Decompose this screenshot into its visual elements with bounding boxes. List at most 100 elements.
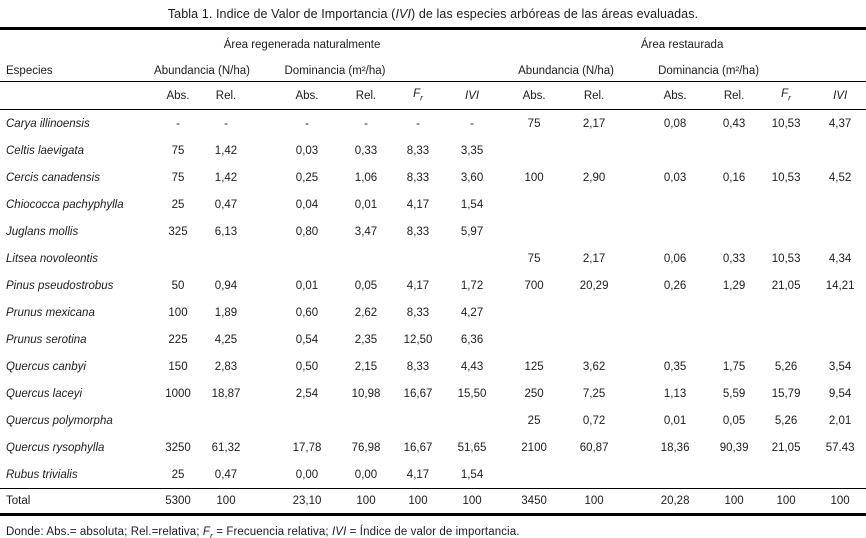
value-cell: - — [305, 117, 309, 130]
value-cell — [390, 407, 446, 434]
value-cell: 325 — [168, 225, 188, 238]
species-name: Carya illinoensis — [6, 117, 90, 130]
value-cell: 2,17 — [582, 252, 606, 265]
table-row: Quercus rysophylla 3250 61,32 17,78 76,98 16,… — [0, 434, 866, 461]
value-cell — [618, 218, 710, 245]
area-header-row: Área regenerada naturalmente Área restau… — [0, 29, 866, 61]
value-cell: 125 — [524, 360, 544, 373]
value-cell: 100 — [342, 488, 390, 516]
value-cell: 61,32 — [211, 441, 241, 454]
table-title-prefix: Tabla 1. Indice de Valor de Importancia … — [167, 7, 396, 21]
table-row: Prunus mexicana 100 1,89 0,60 2,62 8,33 4,27 — [0, 299, 866, 326]
value-cell: 0,33 — [354, 144, 378, 157]
value-cell: 15,79 — [771, 387, 801, 400]
total-row: Total 5300 100 23,10 100 100 100 3450 100 20,28 10… — [0, 488, 866, 516]
value-cell: 23,10 — [250, 488, 342, 516]
value-cell — [570, 461, 618, 489]
value-cell: 0,01 — [663, 414, 687, 427]
value-cell: 2,35 — [354, 333, 378, 346]
value-cell: 75 — [527, 117, 541, 130]
value-cell: 0,04 — [295, 198, 319, 211]
empty-cell — [390, 60, 499, 82]
value-cell — [570, 299, 618, 326]
table-footnote: Donde: Abs.= absoluta; Rel.=relativa; Fr… — [6, 526, 520, 538]
value-cell: 0,03 — [663, 171, 687, 184]
species-column-header: Especies — [0, 60, 154, 82]
value-cell: - — [364, 117, 368, 130]
value-cell: 3250 — [165, 441, 191, 454]
fr-header: Fr — [758, 81, 815, 110]
value-cell: 4,17 — [406, 468, 430, 481]
value-cell — [390, 245, 446, 272]
value-cell — [758, 218, 814, 245]
value-cell: 100 — [524, 171, 544, 184]
value-cell — [758, 326, 814, 353]
species-name: Quercus canbyi — [6, 360, 86, 373]
value-cell: 0,47 — [214, 198, 238, 211]
value-cell: 3450 — [498, 488, 571, 516]
value-cell: 12,50 — [403, 333, 433, 346]
table-title: Tabla 1. Indice de Valor de Importancia … — [0, 0, 866, 27]
value-cell: 0,25 — [295, 171, 319, 184]
value-cell: 7,25 — [582, 387, 606, 400]
value-cell: 2100 — [521, 441, 547, 454]
species-name: Prunus mexicana — [6, 306, 95, 319]
area-header-restored: Área restaurada — [640, 39, 724, 51]
value-cell: 225 — [168, 333, 188, 346]
abs-header: Abs. — [250, 81, 342, 110]
value-cell: - — [176, 117, 180, 130]
table-body: Carya illinoensis - - - - - - 75 2,17 0,08 0,43 10,… — [0, 110, 866, 516]
value-cell — [570, 191, 618, 218]
sub-header-row: Abs. Rel. Abs. Rel. Fr IVI Abs. Rel. Abs… — [0, 81, 866, 110]
value-cell: 1,54 — [460, 198, 484, 211]
table-row: Prunus serotina 225 4,25 0,54 2,35 12,50 6,36 — [0, 326, 866, 353]
value-cell: 5300 — [154, 488, 202, 516]
value-cell: - — [224, 117, 228, 130]
ivi-header: IVI — [446, 81, 499, 110]
species-name: Cercis canadensis — [6, 171, 100, 184]
value-cell: 20,29 — [579, 279, 609, 292]
value-cell: 8,33 — [406, 171, 430, 184]
value-cell — [814, 191, 866, 218]
species-name: Litsea novoleontis — [6, 252, 99, 265]
value-cell: 0,50 — [295, 360, 319, 373]
value-cell: 0,08 — [663, 117, 687, 130]
value-cell — [250, 245, 342, 272]
empty-cell — [758, 60, 866, 82]
value-cell: 1000 — [165, 387, 191, 400]
value-cell — [710, 326, 758, 353]
ivi-table: Área regenerada naturalmente Área restau… — [0, 27, 866, 516]
value-cell: 700 — [524, 279, 544, 292]
value-cell: 1,42 — [214, 144, 238, 157]
abs-header: Abs. — [154, 81, 202, 110]
table-row: Quercus canbyi 150 2,83 0,50 2,15 8,33 4,43 125… — [0, 353, 866, 380]
rel-header: Rel. — [710, 81, 759, 110]
value-cell: 9,54 — [828, 387, 852, 400]
table-row: Litsea novoleontis 75 2,17 0,06 0,33 10,53 4,3… — [0, 245, 866, 272]
value-cell — [154, 245, 202, 272]
abundance-header-left: Abundancia (N/ha) — [154, 60, 250, 82]
table-row: Celtis laevigata 75 1,42 0,03 0,33 8,33 3,35 — [0, 137, 866, 164]
value-cell — [498, 326, 570, 353]
value-cell — [710, 299, 758, 326]
table-row: Quercus polymorpha 25 0,72 0,01 0,05 5,26 2,01 — [0, 407, 866, 434]
value-cell: 2,01 — [828, 414, 852, 427]
value-cell — [498, 299, 570, 326]
value-cell — [570, 326, 618, 353]
value-cell: 150 — [168, 360, 188, 373]
value-cell: 1,29 — [722, 279, 746, 292]
value-cell: 2,83 — [214, 360, 238, 373]
dominance-header-left: Dominancia (m²/ha) — [250, 60, 390, 82]
value-cell: 75 — [171, 171, 185, 184]
rel-header: Rel. — [570, 81, 619, 110]
value-cell: 100 — [168, 306, 188, 319]
value-cell: 3,35 — [460, 144, 484, 157]
value-cell: 250 — [524, 387, 544, 400]
value-cell — [618, 191, 710, 218]
value-cell: 3,62 — [582, 360, 606, 373]
value-cell: 0,01 — [354, 198, 378, 211]
value-cell: - — [470, 117, 474, 130]
table-row: Juglans mollis 325 6,13 0,80 3,47 8,33 5,97 — [0, 218, 866, 245]
value-cell — [446, 407, 498, 434]
value-cell: 1,72 — [460, 279, 484, 292]
